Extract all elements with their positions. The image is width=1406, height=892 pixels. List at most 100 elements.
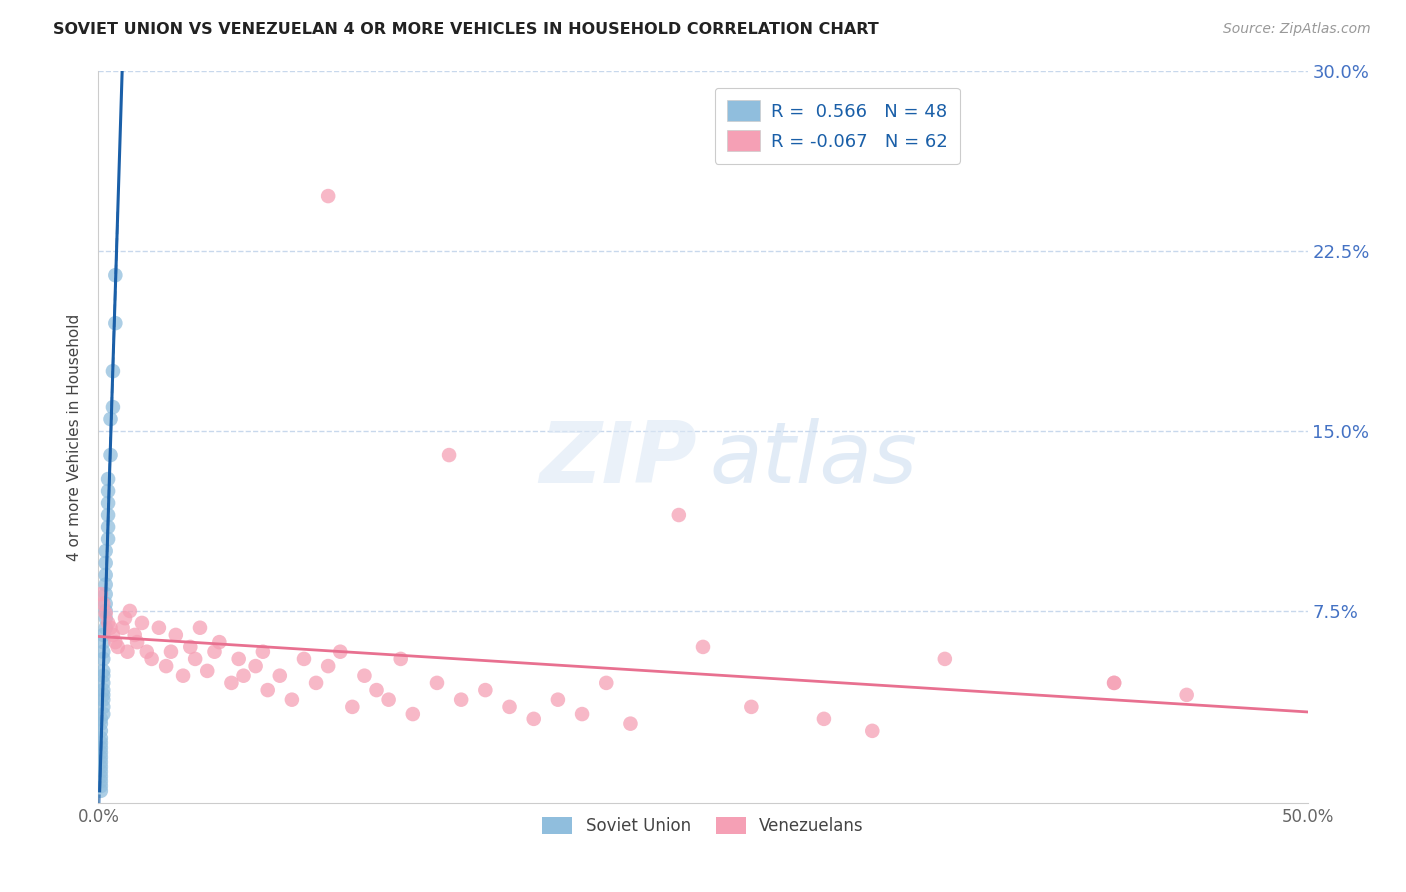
Point bbox=[148, 621, 170, 635]
Point bbox=[402, 707, 425, 722]
Point bbox=[305, 676, 328, 690]
Point bbox=[91, 669, 114, 683]
Point bbox=[111, 621, 134, 635]
Point bbox=[135, 645, 157, 659]
Point bbox=[450, 692, 472, 706]
Point bbox=[90, 755, 112, 769]
Point bbox=[91, 635, 114, 649]
Point bbox=[228, 652, 250, 666]
Point bbox=[208, 635, 231, 649]
Point bbox=[101, 628, 124, 642]
Point bbox=[329, 645, 352, 659]
Point bbox=[97, 483, 120, 498]
Point bbox=[90, 784, 112, 798]
Point bbox=[117, 645, 139, 659]
Text: Source: ZipAtlas.com: Source: ZipAtlas.com bbox=[1223, 22, 1371, 37]
Point bbox=[437, 448, 460, 462]
Point bbox=[523, 712, 546, 726]
Point bbox=[94, 597, 117, 611]
Point bbox=[498, 699, 520, 714]
Point bbox=[90, 779, 112, 793]
Point bbox=[100, 448, 122, 462]
Point bbox=[90, 731, 112, 745]
Point bbox=[94, 568, 117, 582]
Point bbox=[204, 645, 226, 659]
Legend: Soviet Union, Venezuelans: Soviet Union, Venezuelans bbox=[536, 811, 870, 842]
Point bbox=[104, 316, 127, 330]
Point bbox=[571, 707, 593, 722]
Point bbox=[90, 774, 112, 789]
Point bbox=[94, 577, 117, 591]
Point bbox=[131, 615, 153, 630]
Point bbox=[141, 652, 163, 666]
Point bbox=[90, 587, 112, 601]
Point bbox=[101, 400, 124, 414]
Point bbox=[90, 716, 112, 731]
Point bbox=[101, 364, 124, 378]
Point bbox=[97, 508, 120, 522]
Point bbox=[94, 587, 117, 601]
Point bbox=[595, 676, 617, 690]
Point bbox=[245, 659, 267, 673]
Point bbox=[118, 604, 141, 618]
Point bbox=[90, 750, 112, 764]
Point bbox=[389, 652, 412, 666]
Point bbox=[94, 621, 117, 635]
Point bbox=[107, 640, 129, 654]
Text: SOVIET UNION VS VENEZUELAN 4 OR MORE VEHICLES IN HOUSEHOLD CORRELATION CHART: SOVIET UNION VS VENEZUELAN 4 OR MORE VEH… bbox=[53, 22, 879, 37]
Point bbox=[97, 532, 120, 546]
Point bbox=[91, 688, 114, 702]
Point bbox=[91, 707, 114, 722]
Point bbox=[97, 520, 120, 534]
Point bbox=[124, 628, 146, 642]
Point bbox=[91, 683, 114, 698]
Point bbox=[221, 676, 243, 690]
Point bbox=[256, 683, 278, 698]
Point bbox=[316, 659, 339, 673]
Point bbox=[353, 669, 375, 683]
Point bbox=[377, 692, 399, 706]
Point bbox=[90, 736, 112, 750]
Point bbox=[1102, 676, 1125, 690]
Point bbox=[474, 683, 496, 698]
Point bbox=[155, 659, 177, 673]
Text: atlas: atlas bbox=[709, 417, 917, 500]
Point bbox=[619, 716, 641, 731]
Point bbox=[188, 621, 211, 635]
Point bbox=[172, 669, 194, 683]
Point bbox=[934, 652, 956, 666]
Point bbox=[90, 712, 112, 726]
Point bbox=[1102, 676, 1125, 690]
Point bbox=[114, 611, 136, 625]
Point bbox=[860, 723, 883, 738]
Point bbox=[547, 692, 569, 706]
Point bbox=[97, 496, 120, 510]
Point bbox=[269, 669, 291, 683]
Point bbox=[100, 621, 122, 635]
Text: ZIP: ZIP bbox=[540, 417, 697, 500]
Point bbox=[91, 692, 114, 706]
Point bbox=[90, 746, 112, 760]
Point bbox=[104, 268, 127, 283]
Point bbox=[90, 769, 112, 783]
Point bbox=[94, 604, 117, 618]
Point bbox=[281, 692, 304, 706]
Point bbox=[97, 615, 120, 630]
Point bbox=[184, 652, 207, 666]
Point bbox=[94, 556, 117, 570]
Point bbox=[94, 611, 117, 625]
Point bbox=[90, 723, 112, 738]
Point bbox=[127, 635, 149, 649]
Point bbox=[91, 597, 114, 611]
Point bbox=[90, 740, 112, 755]
Point bbox=[90, 764, 112, 779]
Point bbox=[91, 664, 114, 678]
Point bbox=[104, 635, 127, 649]
Point bbox=[90, 760, 112, 774]
Point bbox=[179, 640, 201, 654]
Point bbox=[740, 699, 762, 714]
Point bbox=[91, 628, 114, 642]
Point bbox=[232, 669, 254, 683]
Point bbox=[692, 640, 714, 654]
Point bbox=[426, 676, 449, 690]
